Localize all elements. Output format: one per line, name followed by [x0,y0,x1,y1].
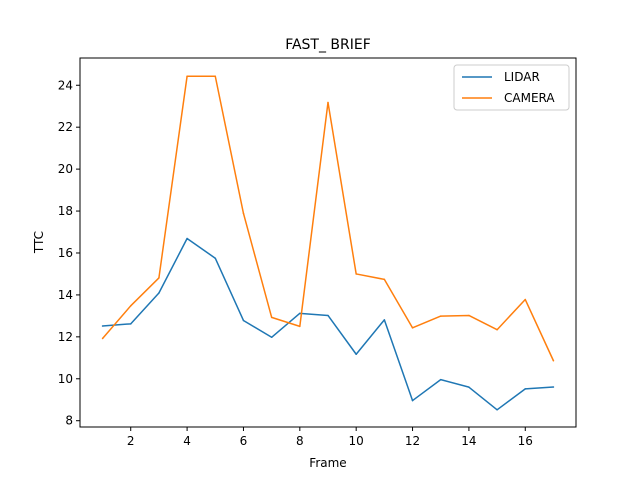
legend-label-camera: CAMERA [504,91,555,105]
data-point-lidar [158,292,160,294]
x-tick-label: 6 [240,434,248,448]
x-tick-label: 10 [349,434,364,448]
data-point-camera [158,277,160,279]
y-tick-label: 18 [58,204,73,218]
data-point-lidar [524,388,527,390]
data-point-camera [270,316,273,319]
y-tick-label: 12 [58,330,73,344]
legend: LIDAR CAMERA [453,64,570,111]
data-point-lidar [411,399,414,402]
chart-title: FAST_ BRIEF [285,37,371,53]
data-point-camera [468,314,470,317]
data-point-lidar [496,409,498,411]
data-point-lidar [439,378,442,381]
x-tick-label: 8 [296,434,304,448]
y-axis-ticks: 8 10 12 14 16 18 20 22 24 [58,78,80,428]
data-point-camera [355,273,357,275]
x-tick-label: 4 [183,434,191,448]
x-tick-label: 14 [461,434,476,448]
data-point-lidar [129,323,132,325]
series-layer [101,75,555,411]
data-point-lidar [383,319,386,321]
x-tick-label: 2 [127,434,135,448]
data-point-camera [496,328,498,331]
y-axis-label: TTC [32,231,46,254]
y-tick-label: 8 [65,414,73,428]
data-point-camera [524,298,527,301]
data-point-lidar [327,314,329,317]
data-point-lidar [214,257,217,259]
y-tick-label: 14 [58,288,73,302]
data-point-camera [327,101,329,104]
data-point-camera [299,325,301,328]
data-point-lidar [299,312,301,315]
y-tick-label: 22 [58,120,73,134]
data-point-camera [129,305,132,307]
data-point-camera [383,278,386,281]
legend-label-lidar: LIDAR [504,70,540,84]
data-point-camera [552,359,555,362]
data-point-lidar [552,386,555,388]
y-tick-label: 16 [58,246,73,260]
data-point-camera [439,315,442,317]
x-axis-ticks: 2 4 6 8 10 12 14 16 [127,427,533,448]
data-point-camera [101,337,104,340]
y-tick-label: 24 [58,78,73,92]
x-tick-label: 16 [518,434,533,448]
data-point-lidar [468,386,470,388]
axes-frame [79,57,577,428]
data-point-camera [242,212,245,215]
x-axis-label: Frame [309,456,346,470]
data-point-lidar [270,336,273,339]
data-point-camera [411,327,414,329]
plot-area [79,57,577,428]
data-point-camera [186,75,188,77]
data-point-lidar [186,237,188,240]
data-point-camera [214,75,217,77]
x-tick-label: 12 [405,434,420,448]
data-point-lidar [101,325,104,327]
y-tick-label: 10 [58,372,73,386]
y-tick-label: 20 [58,162,73,176]
data-point-lidar [242,319,245,322]
data-point-lidar [355,353,357,355]
